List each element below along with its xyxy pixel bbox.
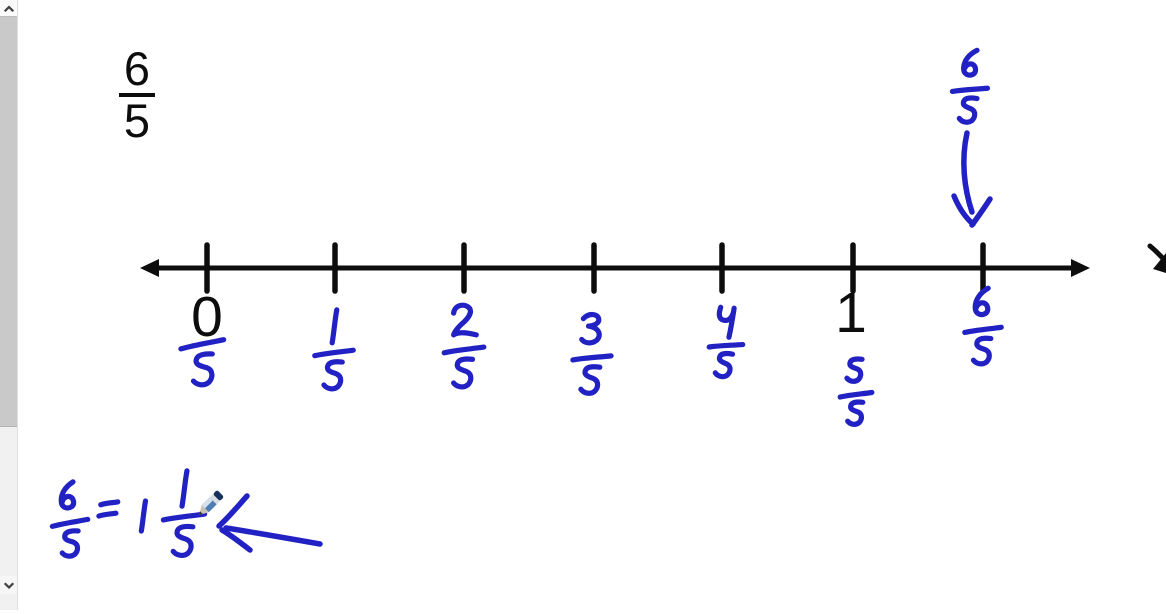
pencil-cursor-icon [199, 490, 224, 515]
chevron-up-icon [3, 4, 14, 12]
scroll-down-button[interactable] [0, 576, 17, 594]
handwritten-label-3-5 [567, 308, 616, 406]
handwritten-label-0-5 [174, 334, 234, 404]
down-arrow-annotation [951, 130, 993, 228]
scrollbar-thumb[interactable] [0, 16, 17, 427]
handwritten-label-2-5 [441, 299, 487, 399]
equation-lhs-fraction [43, 476, 98, 568]
heading-denominator: 5 [123, 94, 151, 147]
equation-whole-number [128, 473, 158, 559]
left-arrow-annotation [216, 493, 323, 553]
number-line [140, 242, 1090, 294]
left-arrowhead-icon [140, 259, 159, 277]
handwritten-label-4-5 [698, 301, 754, 388]
handwritten-label-5-5 [835, 354, 877, 434]
equation-equals-sign [97, 492, 131, 542]
chevron-down-icon [3, 581, 14, 589]
fraction-bar [119, 93, 155, 97]
equation-rhs-fraction [158, 464, 210, 568]
handwritten-label-1-5 [312, 301, 356, 403]
tick-label-zero: 0 [191, 285, 223, 349]
heading-numerator: 6 [123, 42, 151, 95]
handwritten-label-6-5 [961, 283, 1005, 375]
partial-arrowhead-mark [1147, 243, 1166, 273]
tick-label-one: 1 [835, 281, 867, 345]
heading-fraction: 6 5 [116, 42, 158, 147]
scroll-up-button[interactable] [0, 0, 17, 16]
vertical-scrollbar[interactable] [0, 0, 18, 610]
handwritten-annotation-6-5 [946, 44, 995, 134]
right-arrowhead-icon [1071, 259, 1090, 277]
